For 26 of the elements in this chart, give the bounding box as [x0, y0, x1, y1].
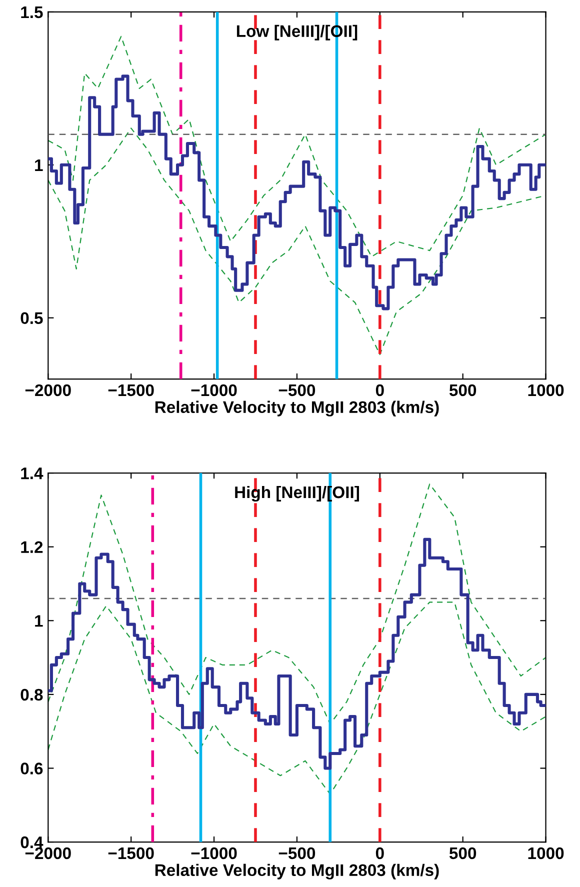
- x-axis-title: Relative Velocity to MgII 2803 (km/s): [155, 864, 439, 880]
- line-series: [48, 602, 546, 795]
- x-tick-label: −1500: [108, 384, 154, 396]
- y-tick-label: 1.5: [21, 6, 43, 18]
- x-tick-label: 1000: [528, 847, 564, 860]
- x-tick-label: 500: [449, 384, 476, 396]
- x-tick-label: −1500: [108, 847, 154, 860]
- x-tick-label: −2000: [25, 384, 71, 396]
- y-tick-label: 0.5: [20, 312, 43, 324]
- x-tick-label: 0: [376, 847, 384, 860]
- y-tick-label: 0.6: [20, 762, 43, 774]
- x-tick-label: −500: [278, 847, 316, 860]
- x-tick-label: 500: [449, 847, 476, 860]
- y-tick-label: 0.4: [20, 836, 44, 848]
- y-tick-label: 1.2: [21, 541, 43, 553]
- x-axis-title: Relative Velocity to MgII 2803 (km/s): [155, 400, 439, 416]
- x-tick-label: −1000: [191, 847, 237, 860]
- y-tick-label: 1: [35, 615, 43, 627]
- y-tick-label: 0.8: [20, 688, 43, 701]
- x-tick-label: 1000: [528, 384, 564, 396]
- x-tick-label: −2000: [25, 847, 71, 860]
- x-tick-label: −500: [278, 384, 316, 396]
- y-tick-label: 1: [35, 159, 43, 171]
- x-tick-label: −1000: [191, 384, 237, 396]
- y-tick-label: 1.4: [21, 468, 44, 480]
- x-tick-label: 0: [376, 384, 384, 396]
